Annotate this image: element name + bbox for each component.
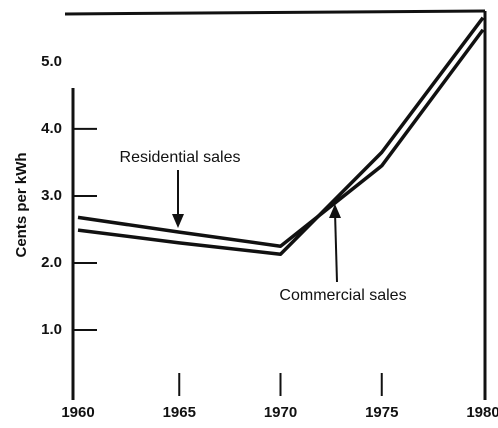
y-tick-label: 4.0 — [41, 120, 62, 137]
x-tick-label: 1960 — [61, 404, 94, 421]
y-tick-label: 5.0 — [41, 53, 62, 70]
arrowhead — [172, 214, 184, 228]
y-axis-label: Cents per kWh — [13, 152, 30, 257]
y-tick-label: 1.0 — [41, 321, 62, 338]
arrow — [334, 211, 338, 283]
x-tick-label: 1970 — [264, 404, 297, 421]
series-line — [77, 16, 485, 257]
frame-top — [64, 9, 486, 16]
x-tick-label: 1965 — [163, 404, 196, 421]
series-line — [77, 28, 485, 248]
x-tick-label: 1975 — [365, 404, 398, 421]
arrowhead — [329, 204, 341, 218]
annotation: Commercial sales — [279, 287, 406, 304]
annotation: Residential sales — [120, 149, 241, 166]
x-tick-label: 1980 — [466, 404, 498, 421]
y-tick-label: 2.0 — [41, 254, 62, 271]
y-tick-label: 3.0 — [41, 187, 62, 204]
